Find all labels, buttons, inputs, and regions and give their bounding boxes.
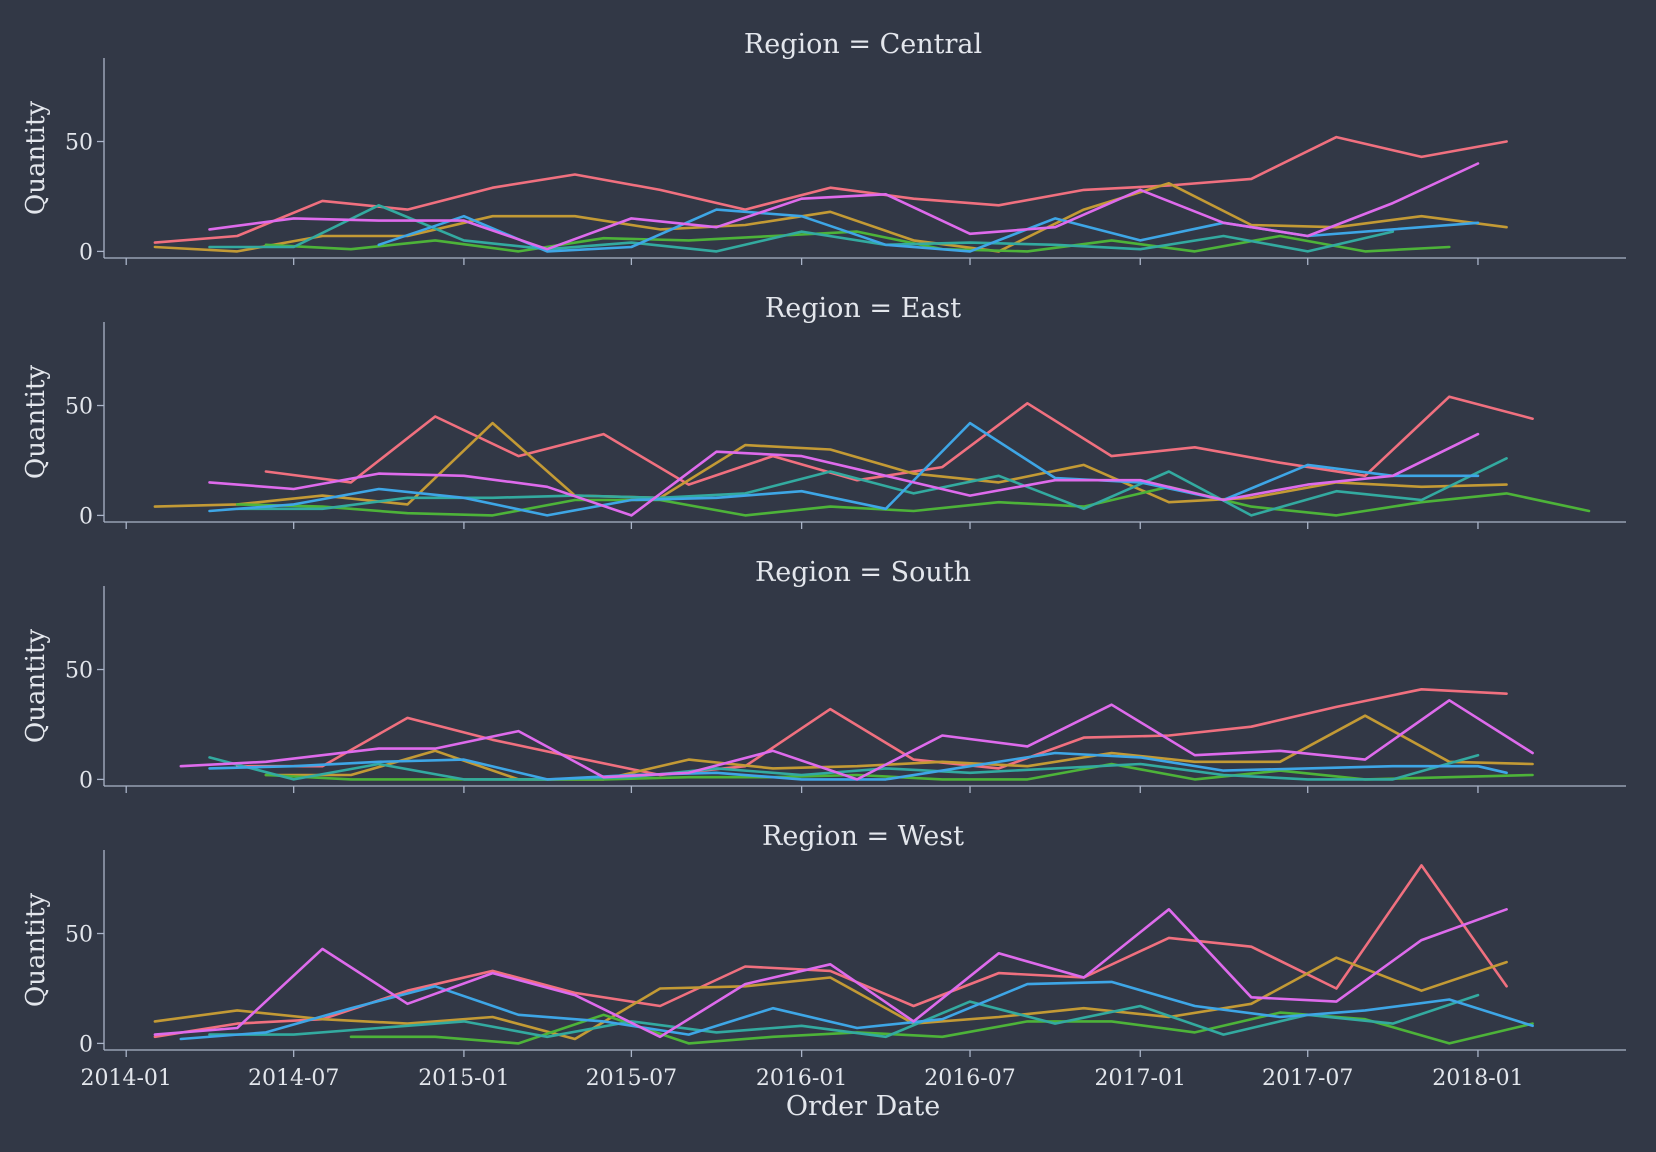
series-line-0 — [153, 864, 1508, 1039]
y-tick-label: 50 — [65, 659, 93, 684]
y-axis-label: Quantity — [21, 893, 51, 1008]
y-tick-label: 50 — [65, 923, 93, 948]
series-line-1 — [153, 956, 1508, 1041]
y-tick-label: 50 — [65, 395, 93, 420]
series-line-0 — [235, 687, 1508, 777]
x-axis-label: Order Date — [786, 1091, 940, 1122]
y-tick-label: 0 — [79, 504, 93, 529]
x-tick-label: 2018-01 — [1432, 1066, 1523, 1091]
series-line-4 — [208, 751, 1508, 781]
series-line-5 — [208, 162, 1480, 251]
x-tick-label: 2017-01 — [1095, 1066, 1186, 1091]
x-tick-label: 2014-01 — [80, 1066, 171, 1091]
x-tick-label: 2016-01 — [756, 1066, 847, 1091]
x-tick-label: 2015-07 — [586, 1066, 677, 1091]
x-tick-label: 2017-07 — [1262, 1066, 1353, 1091]
series-line-2 — [349, 1011, 1534, 1045]
y-tick-label: 0 — [79, 768, 93, 793]
panel-1: Region = East Quantity 0 50 — [21, 293, 1626, 529]
series-line-0 — [264, 395, 1534, 486]
panel-title: Region = South — [755, 557, 971, 588]
series-line-4 — [179, 980, 1534, 1041]
series-line-1 — [264, 714, 1534, 781]
x-tick-label: 2016-07 — [924, 1066, 1015, 1091]
y-axis-label: Quantity — [21, 365, 51, 480]
panel-0: Region = Central Quantity 0 50 — [21, 29, 1626, 265]
series-line-5 — [208, 432, 1480, 517]
y-tick-label: 50 — [65, 131, 93, 156]
panel-title: Region = Central — [744, 29, 982, 60]
series-line-3 — [208, 753, 1480, 781]
y-tick-label: 0 — [79, 1032, 93, 1057]
series-line-5 — [153, 907, 1508, 1039]
x-tick-label: 2014-07 — [248, 1066, 339, 1091]
y-axis-label: Quantity — [21, 101, 51, 216]
series-line-3 — [208, 204, 1395, 253]
series-line-3 — [235, 456, 1508, 517]
series-line-5 — [179, 698, 1534, 781]
series-line-2 — [235, 485, 1591, 517]
series-line-1 — [153, 182, 1508, 253]
panel-3: Region = West Quantity 0 50 2014-01 2014-07 20… — [21, 821, 1626, 1091]
panel-title: Region = East — [765, 293, 961, 324]
series-line-4 — [208, 421, 1480, 517]
series-line-3 — [208, 993, 1480, 1039]
y-axis-label: Quantity — [21, 629, 51, 744]
y-tick-label: 0 — [79, 240, 93, 265]
panel-2: Region = South Quantity 0 50 — [21, 557, 1626, 793]
panel-title: Region = West — [762, 821, 964, 852]
x-tick-label: 2015-01 — [418, 1066, 509, 1091]
